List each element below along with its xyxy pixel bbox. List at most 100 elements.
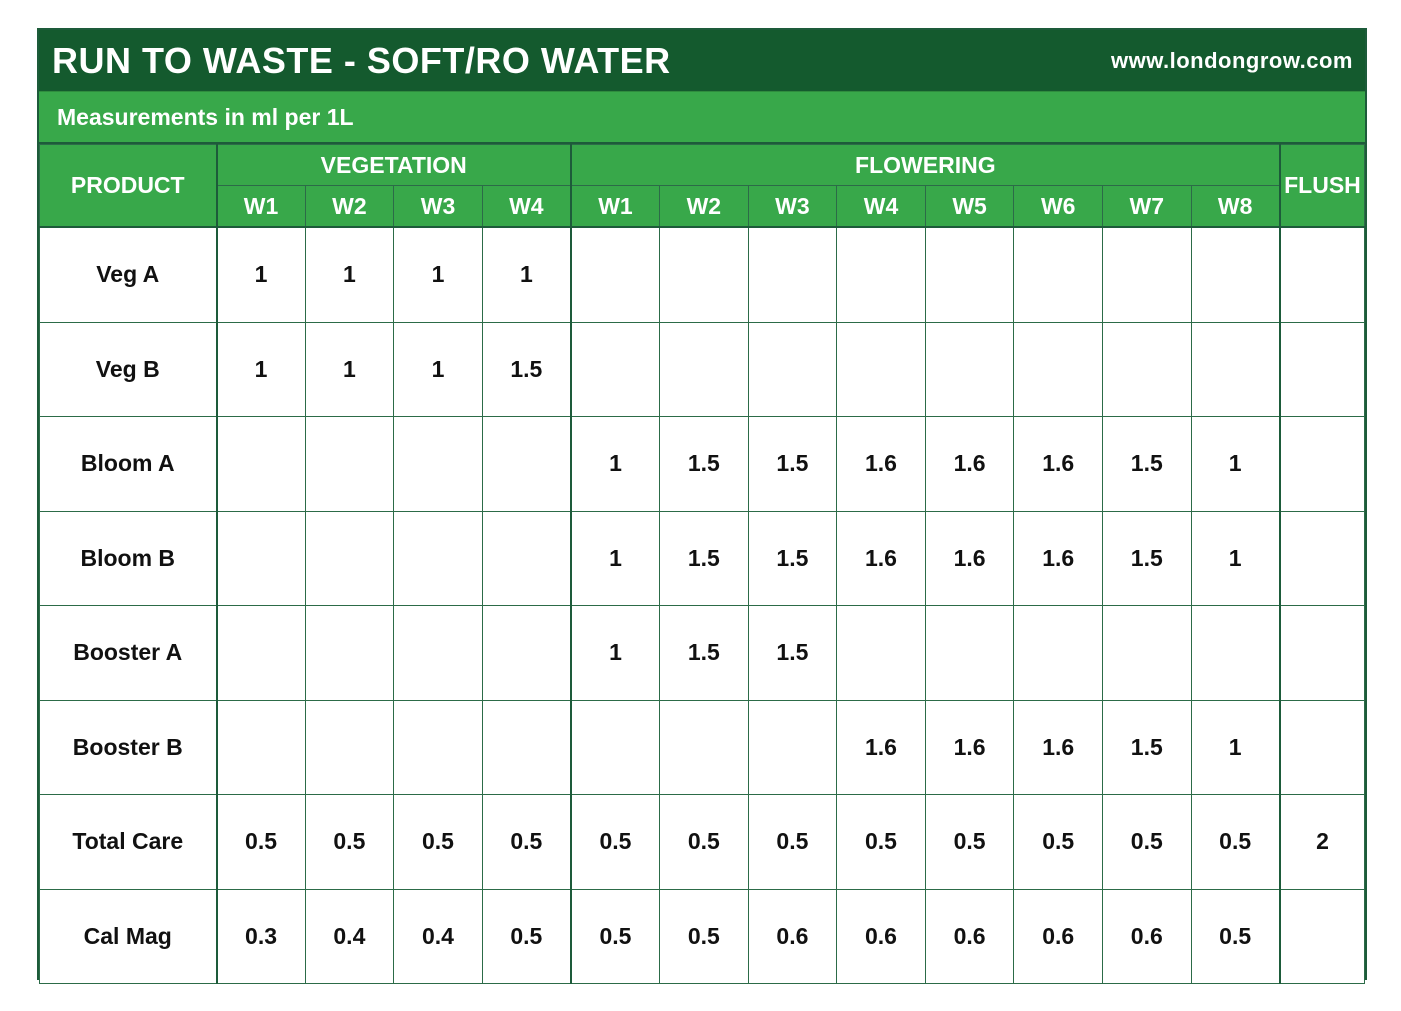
dose-cell: 0.5 xyxy=(393,794,483,890)
table-row: Cal Mag 0.3 0.4 0.4 0.5 0.5 0.5 0.6 0.6 0.6 0.6 0.6… xyxy=(39,888,1366,984)
week-header: W7 xyxy=(1101,185,1192,228)
week-header: W4 xyxy=(836,185,926,228)
dose-cell xyxy=(836,321,926,417)
product-name: Cal Mag xyxy=(39,888,218,984)
dose-cell: 0.3 xyxy=(216,888,306,984)
dose-cell xyxy=(1013,226,1103,323)
dose-cell: 1 xyxy=(216,321,306,417)
dose-cell: 1.6 xyxy=(836,699,926,795)
dose-cell xyxy=(304,699,395,795)
dose-cell xyxy=(924,321,1015,417)
week-header: W1 xyxy=(216,185,306,228)
dose-cell: 0.5 xyxy=(1101,794,1192,890)
dose-cell: 1 xyxy=(570,416,661,512)
dose-cell: 0.5 xyxy=(216,794,306,890)
dose-cell: 1 xyxy=(570,605,661,701)
week-header: W4 xyxy=(481,185,572,228)
dose-cell: 1.5 xyxy=(659,416,749,512)
dose-cell: 1 xyxy=(481,226,572,323)
dose-cell: 1.6 xyxy=(924,510,1015,606)
product-name: Total Care xyxy=(39,794,218,890)
group-header-row: PRODUCT VEGETATION FLOWERING FLUSH xyxy=(39,144,1366,228)
table-row: Bloom B 1 1.5 1.5 1.6 1.6 1.6 1.5 1 xyxy=(39,510,1366,606)
dose-cell: 2 xyxy=(1279,794,1366,890)
dose-cell: 0.5 xyxy=(570,794,661,890)
dose-cell xyxy=(924,605,1015,701)
dose-cell xyxy=(1279,605,1366,701)
title-bar: RUN TO WASTE - SOFT/RO WATER www.londong… xyxy=(39,30,1365,91)
dose-cell xyxy=(216,605,306,701)
dose-cell: 1 xyxy=(304,226,395,323)
dose-cell: 0.5 xyxy=(659,794,749,890)
dose-cell xyxy=(304,416,395,512)
week-header: W6 xyxy=(1013,185,1103,228)
dose-cell: 0.5 xyxy=(570,888,661,984)
dose-cell xyxy=(216,416,306,512)
dose-cell xyxy=(836,226,926,323)
dose-cell xyxy=(1013,321,1103,417)
dose-cell: 1.5 xyxy=(747,416,838,512)
dose-cell xyxy=(481,510,572,606)
dose-cell: 1.6 xyxy=(924,699,1015,795)
table-row: Total Care 0.5 0.5 0.5 0.5 0.5 0.5 0.5 0.5 0.5 0.5… xyxy=(39,794,1366,890)
table-row: Booster B 1.6 1.6 1.6 1.5 1 xyxy=(39,699,1366,795)
week-header: W3 xyxy=(747,185,838,228)
dose-cell: 1.6 xyxy=(1013,510,1103,606)
week-header: W1 xyxy=(570,185,661,228)
dose-cell xyxy=(924,226,1015,323)
dose-cell xyxy=(747,226,838,323)
dose-cell: 1.6 xyxy=(924,416,1015,512)
table-row: Bloom A 1 1.5 1.5 1.6 1.6 1.6 1.5 1 xyxy=(39,416,1366,512)
product-header: PRODUCT xyxy=(39,144,218,228)
stage-header-vegetation: VEGETATION xyxy=(215,144,572,186)
units-subtitle: Measurements in ml per 1L xyxy=(57,103,354,130)
dose-cell xyxy=(481,605,572,701)
dose-cell: 1.5 xyxy=(747,605,838,701)
table-row: Booster A 1 1.5 1.5 xyxy=(39,605,1366,701)
dose-cell: 0.4 xyxy=(304,888,395,984)
dose-cell: 1 xyxy=(216,226,306,323)
dose-cell: 0.5 xyxy=(1013,794,1103,890)
dose-cell xyxy=(216,699,306,795)
dose-cell xyxy=(393,510,483,606)
dose-cell xyxy=(216,510,306,606)
dose-cell: 1.6 xyxy=(1013,699,1103,795)
dose-cell xyxy=(481,699,572,795)
dose-cell xyxy=(1190,605,1281,701)
dose-cell xyxy=(1101,321,1192,417)
dose-cell: 0.5 xyxy=(1190,794,1281,890)
dose-cell xyxy=(659,226,749,323)
dose-cell xyxy=(1279,416,1366,512)
dose-cell: 0.6 xyxy=(1101,888,1192,984)
dose-cell: 0.6 xyxy=(924,888,1015,984)
dose-cell: 1.5 xyxy=(747,510,838,606)
dose-cell xyxy=(836,605,926,701)
dose-cell xyxy=(1279,321,1366,417)
product-name: Veg A xyxy=(39,226,218,323)
dose-cell: 0.5 xyxy=(659,888,749,984)
dose-cell: 1 xyxy=(1190,699,1281,795)
dose-cell xyxy=(747,321,838,417)
subtitle-bar: Measurements in ml per 1L xyxy=(39,91,1365,144)
product-name: Bloom A xyxy=(39,416,218,512)
dose-cell xyxy=(1279,888,1366,984)
dose-cell xyxy=(1190,226,1281,323)
product-name: Booster B xyxy=(39,699,218,795)
dose-cell: 1.6 xyxy=(1013,416,1103,512)
dose-cell xyxy=(1279,510,1366,606)
dose-cell xyxy=(570,321,661,417)
dose-cell xyxy=(304,510,395,606)
feeding-chart: RUN TO WASTE - SOFT/RO WATER www.londong… xyxy=(37,28,1367,984)
dose-cell xyxy=(393,605,483,701)
stage-header-flowering: FLOWERING xyxy=(570,144,1281,186)
week-header: W2 xyxy=(304,185,395,228)
dose-cell: 1.5 xyxy=(481,321,572,417)
dose-cell: 0.5 xyxy=(304,794,395,890)
flush-header: FLUSH xyxy=(1279,144,1366,228)
dose-cell: 0.6 xyxy=(747,888,838,984)
dose-cell: 1 xyxy=(1190,416,1281,512)
dose-cell xyxy=(659,321,749,417)
dose-cell: 1 xyxy=(570,510,661,606)
week-header: W5 xyxy=(924,185,1015,228)
